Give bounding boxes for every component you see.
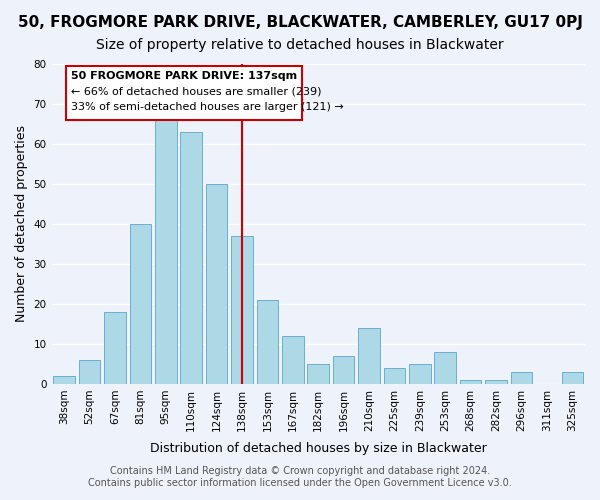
Bar [257,300,278,384]
Bar [383,368,405,384]
Bar [130,224,151,384]
Bar [307,364,329,384]
Bar [511,372,532,384]
X-axis label: Distribution of detached houses by size in Blackwater: Distribution of detached houses by size … [150,442,487,455]
Bar [333,356,355,384]
Text: 50, FROGMORE PARK DRIVE, BLACKWATER, CAMBERLEY, GU17 0PJ: 50, FROGMORE PARK DRIVE, BLACKWATER, CAM… [17,15,583,30]
Bar [460,380,481,384]
Text: ← 66% of detached houses are smaller (239)
33% of semi-detached houses are large: ← 66% of detached houses are smaller (23… [71,87,343,112]
Bar [104,312,126,384]
Bar [53,376,75,384]
Bar [434,352,456,384]
Bar [409,364,431,384]
Bar [206,184,227,384]
Bar [485,380,507,384]
Bar [358,328,380,384]
FancyBboxPatch shape [65,66,302,120]
Text: 50 FROGMORE PARK DRIVE: 137sqm: 50 FROGMORE PARK DRIVE: 137sqm [71,71,297,81]
Bar [231,236,253,384]
Bar [155,120,176,384]
Bar [181,132,202,384]
Bar [282,336,304,384]
Y-axis label: Number of detached properties: Number of detached properties [15,126,28,322]
Bar [562,372,583,384]
Text: Contains HM Land Registry data © Crown copyright and database right 2024.
Contai: Contains HM Land Registry data © Crown c… [88,466,512,487]
Bar [79,360,100,384]
Text: Size of property relative to detached houses in Blackwater: Size of property relative to detached ho… [96,38,504,52]
